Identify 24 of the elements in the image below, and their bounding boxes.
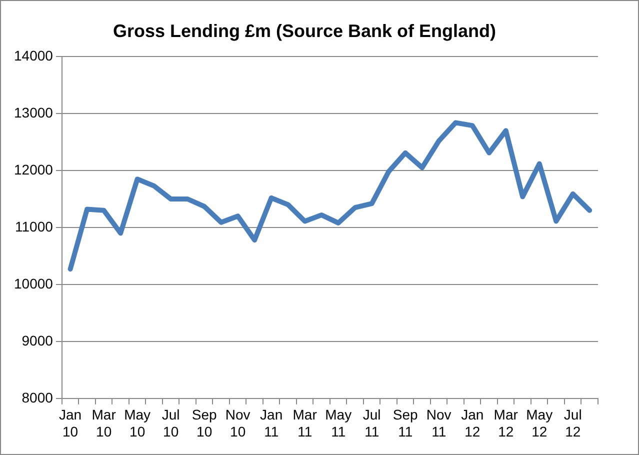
x-tick-label: Sep 11: [392, 406, 418, 440]
x-tick-label: Nov 11: [426, 406, 452, 440]
x-tick-label: May 12: [526, 406, 553, 440]
y-tick-label: 11000: [15, 218, 54, 234]
x-tick-label: Mar 11: [292, 406, 318, 440]
x-tick-label: Jan 10: [59, 406, 82, 440]
x-tick-label: Jul 12: [564, 406, 582, 440]
x-tick-label: May 10: [124, 406, 151, 440]
x-tick-label: Jul 10: [162, 406, 180, 440]
x-tick-label: Mar 12: [494, 406, 518, 440]
y-tick-label: 9000: [22, 332, 54, 348]
y-tick-label: 8000: [22, 389, 54, 406]
x-tick-label: Jan 12: [461, 406, 484, 440]
y-tick-label: 14000: [14, 47, 54, 64]
x-tick-label: Sep 10: [192, 406, 217, 440]
x-tick-label: Jan 11: [260, 406, 283, 440]
y-tick-label: 13000: [14, 104, 54, 120]
x-tick-label: Nov 10: [225, 406, 250, 440]
x-tick-label: May 11: [325, 406, 352, 440]
x-tick-label: Mar 10: [92, 406, 116, 440]
y-tick-label: 12000: [14, 161, 54, 178]
y-tick-label: 10000: [14, 275, 54, 292]
chart-title: Gross Lending £m (Source Bank of England): [112, 20, 496, 41]
x-tick-label: Jul 11: [362, 406, 381, 440]
